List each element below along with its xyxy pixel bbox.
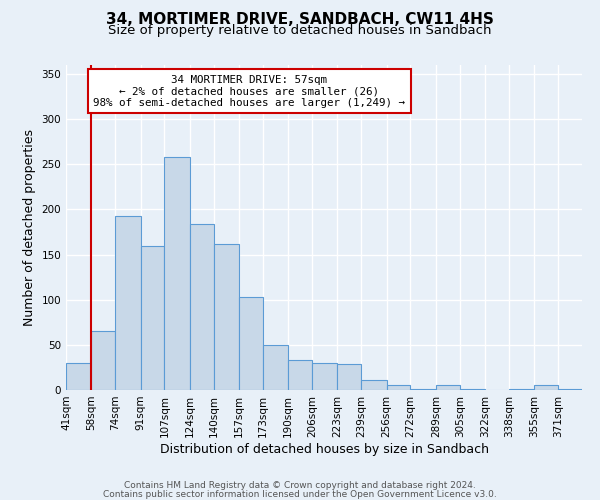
Bar bbox=[509, 389, 534, 390]
Bar bbox=[460, 389, 485, 390]
Y-axis label: Number of detached properties: Number of detached properties bbox=[23, 129, 36, 326]
Bar bbox=[214, 244, 239, 390]
Bar bbox=[410, 389, 436, 390]
Text: Size of property relative to detached houses in Sandbach: Size of property relative to detached ho… bbox=[108, 24, 492, 37]
Text: 34 MORTIMER DRIVE: 57sqm
← 2% of detached houses are smaller (26)
98% of semi-de: 34 MORTIMER DRIVE: 57sqm ← 2% of detache… bbox=[93, 74, 405, 108]
Bar bbox=[239, 297, 263, 390]
Bar bbox=[288, 360, 312, 390]
Bar bbox=[337, 364, 361, 390]
Bar bbox=[66, 363, 91, 390]
Text: Contains public sector information licensed under the Open Government Licence v3: Contains public sector information licen… bbox=[103, 490, 497, 499]
Bar bbox=[534, 386, 558, 390]
X-axis label: Distribution of detached houses by size in Sandbach: Distribution of detached houses by size … bbox=[160, 442, 488, 456]
Bar bbox=[558, 389, 582, 390]
Bar bbox=[140, 246, 164, 390]
Bar bbox=[263, 345, 288, 390]
Bar bbox=[190, 224, 214, 390]
Bar bbox=[312, 363, 337, 390]
Bar bbox=[386, 386, 410, 390]
Bar bbox=[361, 380, 386, 390]
Text: Contains HM Land Registry data © Crown copyright and database right 2024.: Contains HM Land Registry data © Crown c… bbox=[124, 481, 476, 490]
Text: 34, MORTIMER DRIVE, SANDBACH, CW11 4HS: 34, MORTIMER DRIVE, SANDBACH, CW11 4HS bbox=[106, 12, 494, 28]
Bar bbox=[436, 386, 460, 390]
Bar bbox=[164, 157, 190, 390]
Bar bbox=[91, 332, 115, 390]
Bar bbox=[115, 216, 140, 390]
